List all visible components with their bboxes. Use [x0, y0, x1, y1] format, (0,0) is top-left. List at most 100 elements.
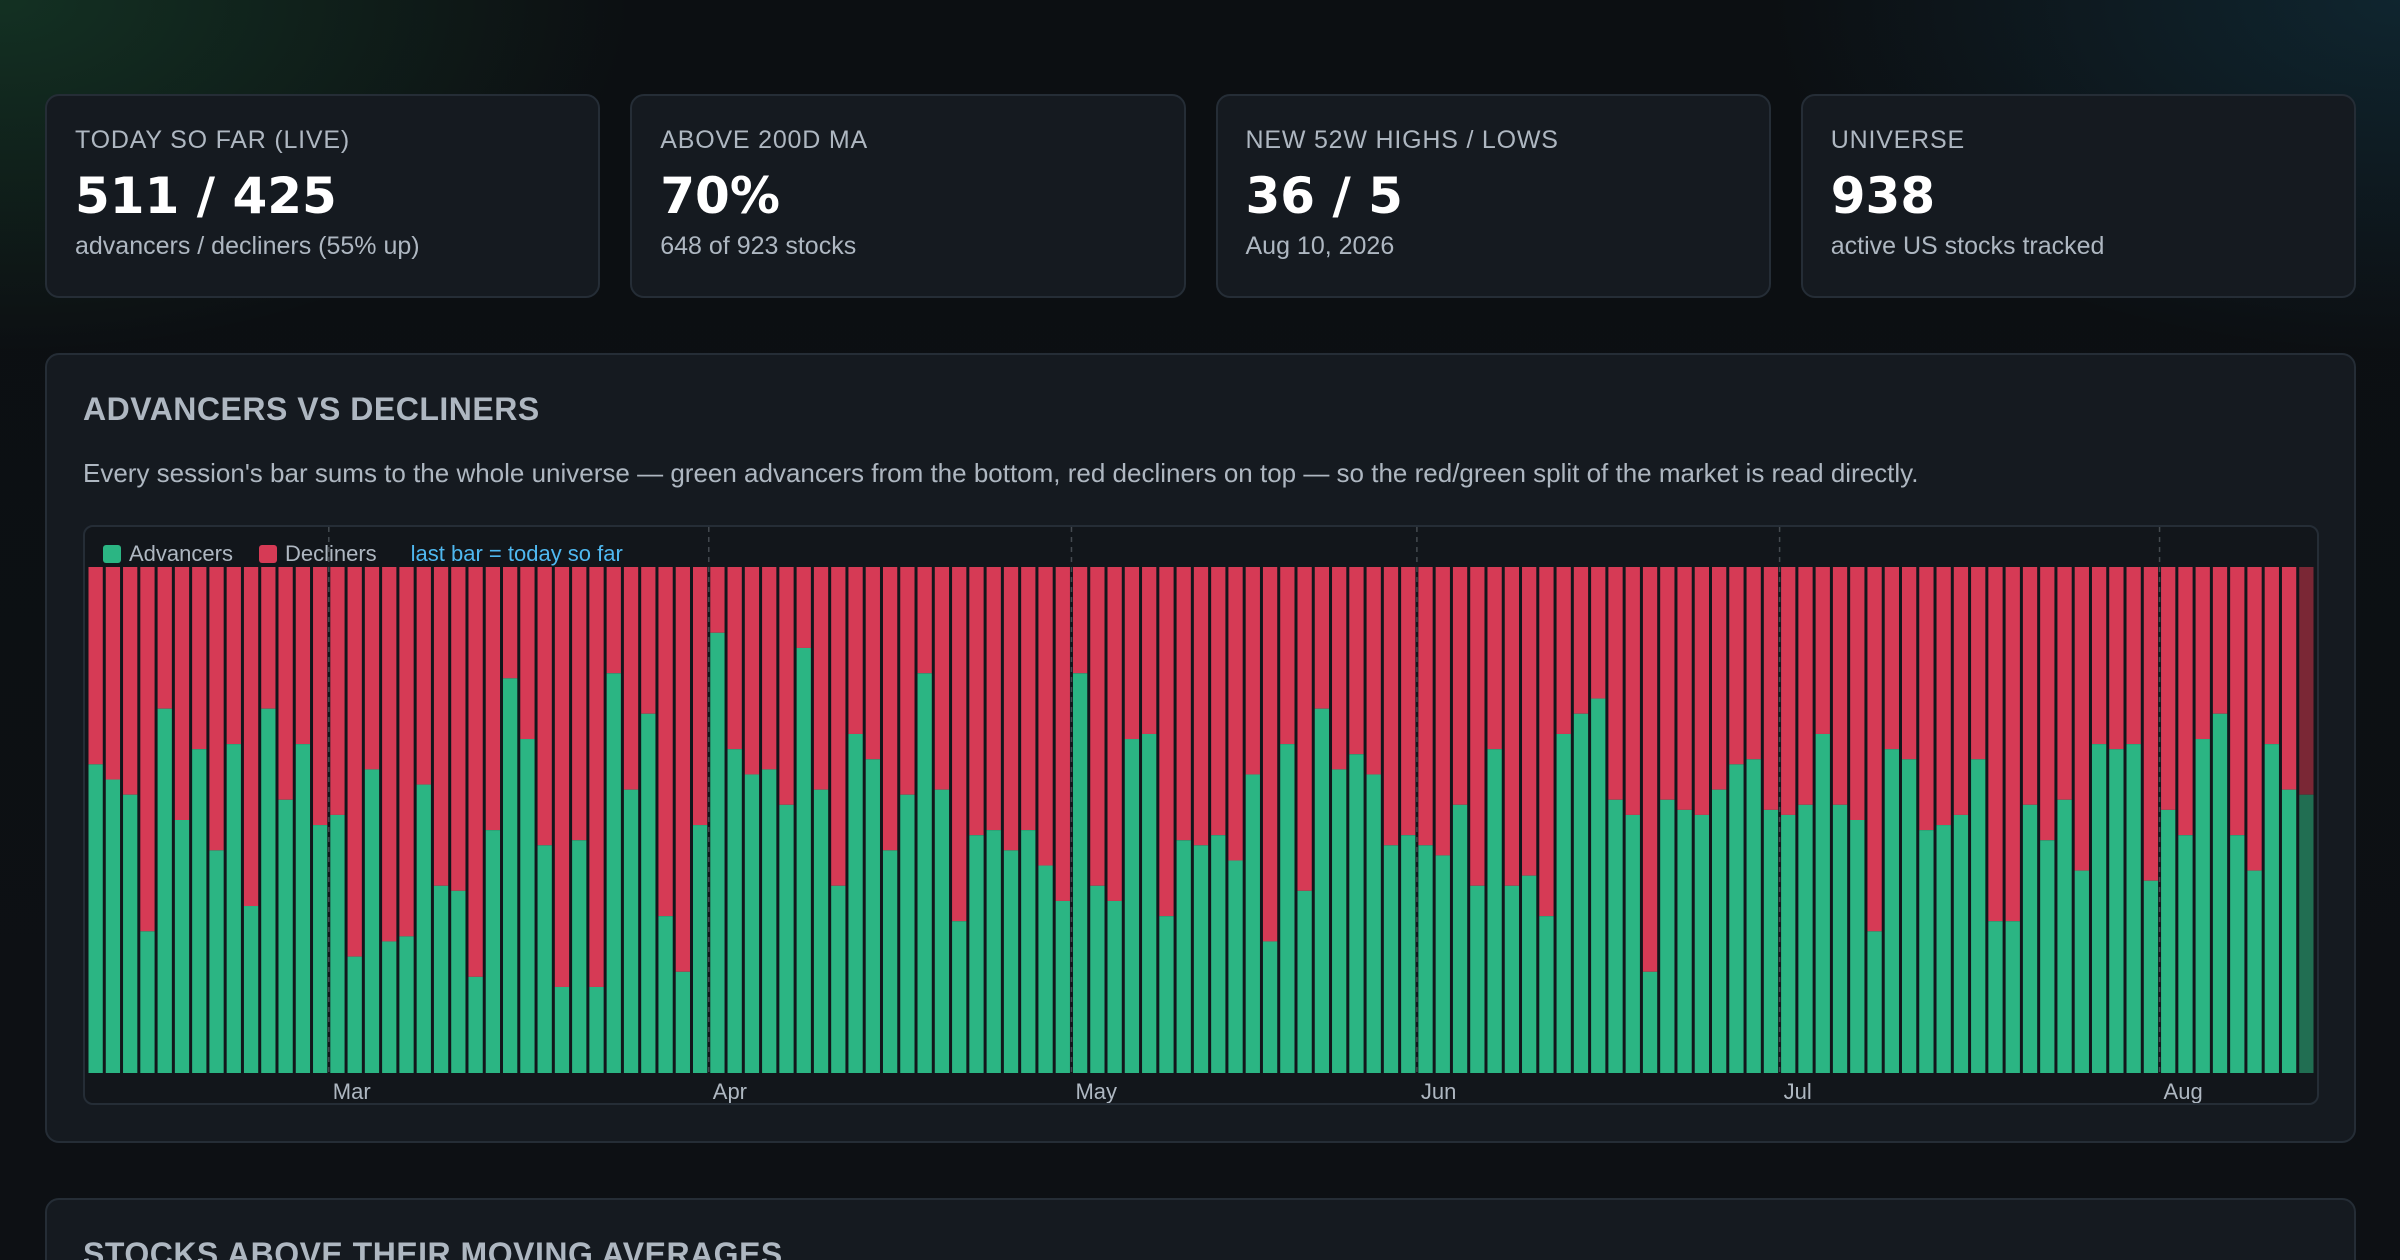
bar-decliners[interactable]: [2091, 567, 2107, 745]
bar-decliners[interactable]: [451, 567, 466, 891]
bar-advancers[interactable]: [295, 744, 311, 1073]
bar-decliners[interactable]: [226, 567, 241, 745]
bar-decliners[interactable]: [744, 567, 760, 775]
bar-advancers[interactable]: [796, 647, 811, 1073]
bar-decliners[interactable]: [1366, 567, 1381, 775]
bar-advancers[interactable]: [313, 825, 328, 1073]
bar-decliners[interactable]: [537, 567, 552, 846]
bar-advancers[interactable]: [140, 931, 155, 1073]
bar-advancers[interactable]: [1297, 890, 1312, 1073]
bar-decliners[interactable]: [2040, 567, 2055, 841]
bar-advancers[interactable]: [226, 744, 241, 1073]
bar-advancers[interactable]: [2057, 799, 2072, 1073]
bar-decliners[interactable]: [1660, 567, 1675, 800]
bar-advancers[interactable]: [2178, 835, 2193, 1073]
bar-decliners[interactable]: [2005, 567, 2020, 922]
bar-advancers[interactable]: [693, 825, 708, 1073]
bar-decliners[interactable]: [174, 567, 190, 820]
bar-advancers[interactable]: [969, 835, 984, 1073]
bar-decliners[interactable]: [2178, 567, 2193, 836]
bar-decliners[interactable]: [641, 567, 656, 714]
bar-advancers[interactable]: [1418, 845, 1433, 1073]
bar-advancers[interactable]: [243, 906, 259, 1073]
bar-decliners[interactable]: [1763, 567, 1779, 810]
bar-advancers[interactable]: [451, 890, 466, 1073]
bar-advancers[interactable]: [727, 749, 742, 1073]
bar-decliners[interactable]: [295, 567, 311, 745]
bar-decliners[interactable]: [1694, 567, 1709, 815]
bar-advancers[interactable]: [1729, 764, 1744, 1073]
bar-decliners[interactable]: [1746, 567, 1761, 760]
legend-item-advancers[interactable]: Advancers: [103, 541, 233, 567]
bar-decliners[interactable]: [520, 567, 535, 740]
bar-advancers[interactable]: [744, 774, 760, 1073]
bar-advancers[interactable]: [416, 784, 431, 1073]
bar-decliners[interactable]: [1625, 567, 1640, 815]
bar-advancers[interactable]: [2091, 744, 2107, 1073]
bar-decliners[interactable]: [1850, 567, 1865, 820]
bar-advancers[interactable]: [1988, 921, 2003, 1073]
bar-advancers[interactable]: [157, 708, 172, 1073]
bar-decliners[interactable]: [140, 567, 155, 932]
bar-advancers[interactable]: [364, 769, 380, 1073]
bar-advancers[interactable]: [1349, 754, 1364, 1073]
bar-decliners[interactable]: [952, 567, 967, 922]
bar-advancers[interactable]: [174, 820, 190, 1073]
bar-decliners[interactable]: [1297, 567, 1312, 891]
bar-decliners[interactable]: [1193, 567, 1209, 846]
bar-advancers[interactable]: [1142, 733, 1157, 1073]
bar-advancers[interactable]: [882, 850, 898, 1073]
bar-decliners[interactable]: [416, 567, 431, 785]
bar-decliners[interactable]: [330, 567, 345, 815]
bar-advancers[interactable]: [537, 845, 552, 1073]
bar-advancers[interactable]: [1280, 744, 1295, 1073]
bar-decliners[interactable]: [796, 567, 811, 648]
bar-advancers[interactable]: [433, 885, 449, 1073]
bar-advancers[interactable]: [1159, 916, 1174, 1073]
bar-advancers[interactable]: [1107, 900, 1122, 1073]
bar-advancers[interactable]: [572, 840, 587, 1073]
bar-decliners[interactable]: [347, 567, 362, 957]
bar-advancers[interactable]: [1332, 769, 1347, 1073]
bar-decliners[interactable]: [2161, 567, 2176, 810]
bar-advancers[interactable]: [2143, 880, 2159, 1073]
bar-advancers[interactable]: [2195, 739, 2210, 1073]
bar-advancers[interactable]: [2161, 809, 2176, 1073]
legend-item-decliners[interactable]: Decliners: [258, 541, 377, 567]
bar-decliners[interactable]: [1867, 567, 1882, 932]
bar-advancers[interactable]: [1694, 814, 1709, 1073]
advancers-decliners-chart[interactable]: Advancers Decliners last bar = today so …: [83, 525, 2319, 1105]
bar-advancers[interactable]: [123, 794, 138, 1073]
bar-decliners[interactable]: [2057, 567, 2072, 800]
bar-advancers[interactable]: [2264, 744, 2279, 1073]
bar-decliners[interactable]: [2195, 567, 2210, 740]
bar-advancers[interactable]: [831, 885, 846, 1073]
bar-advancers[interactable]: [1798, 804, 1813, 1073]
bar-decliners[interactable]: [1021, 567, 1036, 831]
bar-decliners[interactable]: [1798, 567, 1813, 805]
bar-decliners[interactable]: [1176, 567, 1191, 841]
bar-advancers[interactable]: [1919, 830, 1934, 1073]
bar-advancers[interactable]: [520, 739, 535, 1073]
bar-decliners[interactable]: [399, 567, 414, 937]
bar-advancers[interactable]: [1781, 814, 1796, 1073]
bar-decliners[interactable]: [1470, 567, 1485, 886]
bar-decliners[interactable]: [2299, 567, 2314, 795]
bar-decliners[interactable]: [1936, 567, 1951, 826]
bar-advancers[interactable]: [1953, 814, 1969, 1073]
bar-advancers[interactable]: [813, 789, 829, 1073]
bar-advancers[interactable]: [485, 830, 501, 1073]
bar-decliners[interactable]: [1055, 567, 1070, 901]
bar-decliners[interactable]: [969, 567, 984, 836]
bar-decliners[interactable]: [1228, 567, 1243, 861]
bar-advancers[interactable]: [2299, 794, 2314, 1073]
bar-decliners[interactable]: [1072, 567, 1088, 674]
bar-decliners[interactable]: [554, 567, 570, 987]
bar-decliners[interactable]: [710, 567, 725, 633]
bar-advancers[interactable]: [865, 759, 880, 1073]
bar-decliners[interactable]: [1729, 567, 1744, 765]
bar-advancers[interactable]: [1642, 971, 1658, 1073]
bar-decliners[interactable]: [2109, 567, 2124, 750]
bar-decliners[interactable]: [882, 567, 898, 851]
bar-advancers[interactable]: [347, 956, 362, 1073]
